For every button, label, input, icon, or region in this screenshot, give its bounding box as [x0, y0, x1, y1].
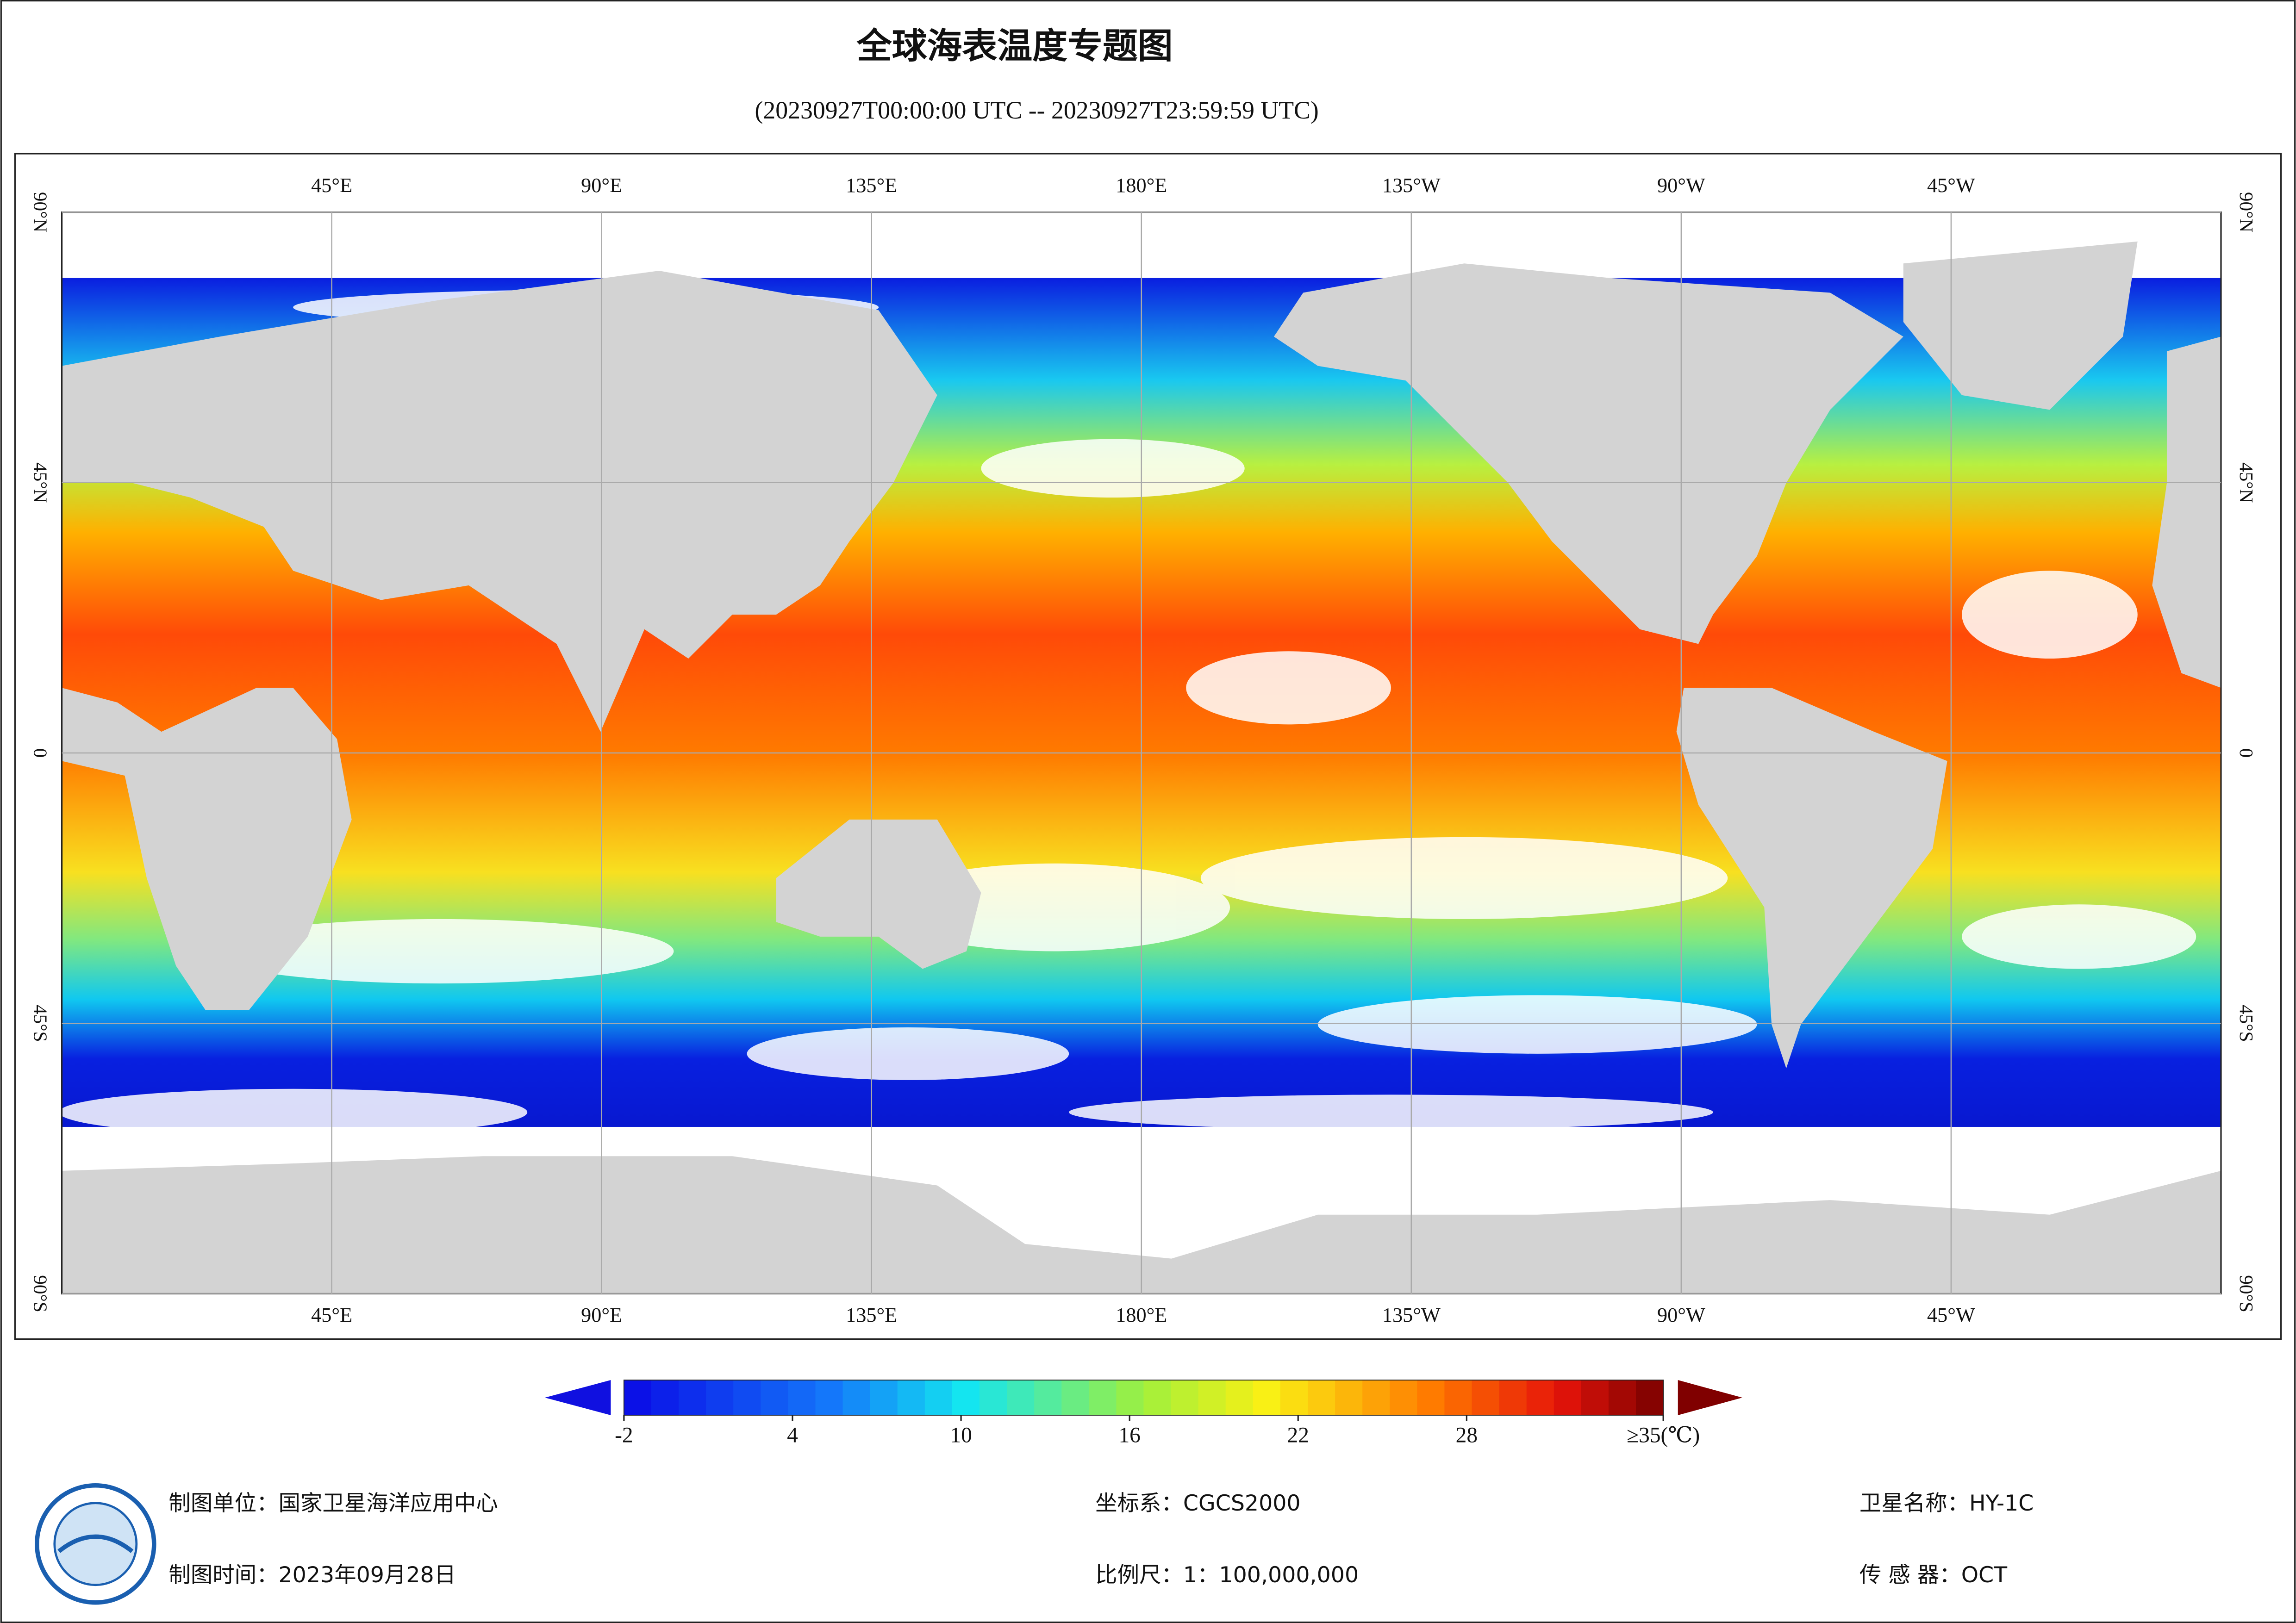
colorbar-segment	[1143, 1380, 1172, 1415]
title: 全球海表温度专题图	[856, 25, 1173, 66]
footer-sensor: 传 感 器：OCT	[1859, 1562, 2008, 1588]
colorbar-segment	[897, 1380, 925, 1415]
lon-label-bottom: 45°W	[1927, 1304, 1975, 1326]
colorbar-segment	[1171, 1380, 1199, 1415]
colorbar-segment	[706, 1380, 734, 1415]
colorbar-segment	[952, 1380, 980, 1415]
colorbar-segment	[679, 1380, 707, 1415]
colorbar-segment	[815, 1380, 843, 1415]
colorbar-tick-label: 4	[787, 1423, 798, 1447]
colorbar-segment	[1499, 1380, 1527, 1415]
lat-label-right: 45°N	[2236, 462, 2257, 503]
lon-label-bottom: 90°E	[581, 1304, 622, 1326]
lon-label-bottom: 180°E	[1116, 1304, 1167, 1326]
lat-label-right: 90°N	[2236, 192, 2257, 232]
colorbar-tick-label: -2	[615, 1423, 633, 1447]
lon-label-top: 135°W	[1382, 174, 1441, 197]
colorbar-segment	[1417, 1380, 1445, 1415]
colorbar-segment	[1061, 1380, 1090, 1415]
colorbar-segment	[1007, 1380, 1035, 1415]
lon-label-bottom: 90°W	[1657, 1304, 1705, 1326]
lat-label-right: 45°S	[2236, 1005, 2257, 1042]
logo	[35, 1483, 156, 1605]
colorbar-segment	[788, 1380, 816, 1415]
colorbar-segment	[1308, 1380, 1336, 1415]
colorbar-segment	[1198, 1380, 1226, 1415]
lat-label-left: 0	[30, 748, 51, 758]
lat-label-right: 0	[2236, 748, 2257, 758]
lat-label-left: 45°S	[30, 1005, 51, 1042]
colorbar-segment	[1581, 1380, 1609, 1415]
colorbar-segment	[1608, 1380, 1636, 1415]
colorbar-segment	[761, 1380, 789, 1415]
colorbar-tick-label: 16	[1118, 1423, 1140, 1447]
colorbar-segment	[733, 1380, 761, 1415]
lat-label-left: 90°N	[30, 192, 51, 232]
colorbar-segment	[1253, 1380, 1281, 1415]
lon-label-top: 45°E	[311, 174, 352, 197]
colorbar-segment	[980, 1380, 1008, 1415]
colorbar-over-arrow	[1678, 1380, 1742, 1415]
footer-scale: 比例尺：1：100,000,000	[1095, 1562, 1359, 1588]
colorbar-segment	[1362, 1380, 1391, 1415]
colorbar-segment	[1089, 1380, 1117, 1415]
colorbar-segment	[1636, 1380, 1664, 1415]
lon-label-top: 135°E	[846, 174, 897, 197]
colorbar-segment	[1472, 1380, 1500, 1415]
colorbar-segment	[1034, 1380, 1062, 1415]
colorbar-tick-label: 28	[1456, 1423, 1478, 1447]
lon-label-bottom: 135°E	[846, 1304, 897, 1326]
colorbar-tick-label: 10	[950, 1423, 972, 1447]
colorbar-segment	[842, 1380, 871, 1415]
footer-agency: 制图单位：国家卫星海洋应用中心	[168, 1491, 498, 1516]
colorbar-tick-label: 22	[1287, 1423, 1309, 1447]
footer-crs: 坐标系：CGCS2000	[1095, 1491, 1300, 1516]
colorbar-segment	[924, 1380, 953, 1415]
lon-label-top: 180°E	[1116, 174, 1167, 197]
subtitle: (20230927T00:00:00 UTC -- 20230927T23:59…	[755, 96, 1319, 124]
colorbar-segment	[1526, 1380, 1554, 1415]
lon-label-top: 90°E	[581, 174, 622, 197]
lat-label-left: 45°N	[30, 462, 51, 503]
lon-label-bottom: 135°W	[1382, 1304, 1441, 1326]
colorbar-segment	[870, 1380, 898, 1415]
colorbar-segment	[1116, 1380, 1144, 1415]
lat-label-left: 90°S	[30, 1275, 51, 1312]
colorbar-segment	[1335, 1380, 1363, 1415]
lon-label-top: 45°W	[1927, 174, 1975, 197]
colorbar-segment	[1554, 1380, 1582, 1415]
colorbar-segment	[1280, 1380, 1308, 1415]
lon-label-bottom: 45°E	[311, 1304, 352, 1326]
colorbar-segment	[1225, 1380, 1254, 1415]
lon-label-top: 90°W	[1657, 174, 1705, 197]
footer-date: 制图时间：2023年09月28日	[168, 1562, 456, 1588]
colorbar-segment	[1390, 1380, 1418, 1415]
colorbar-under-arrow	[545, 1380, 611, 1415]
lat-label-right: 90°S	[2236, 1275, 2257, 1312]
colorbar-tick-label: ≥35(℃)	[1627, 1423, 1700, 1447]
colorbar-segment	[624, 1380, 652, 1415]
colorbar-segment	[1444, 1380, 1472, 1415]
footer-satellite: 卫星名称：HY-1C	[1859, 1491, 2034, 1516]
colorbar-segment	[651, 1380, 680, 1415]
colorbar-frame	[623, 1380, 1664, 1416]
